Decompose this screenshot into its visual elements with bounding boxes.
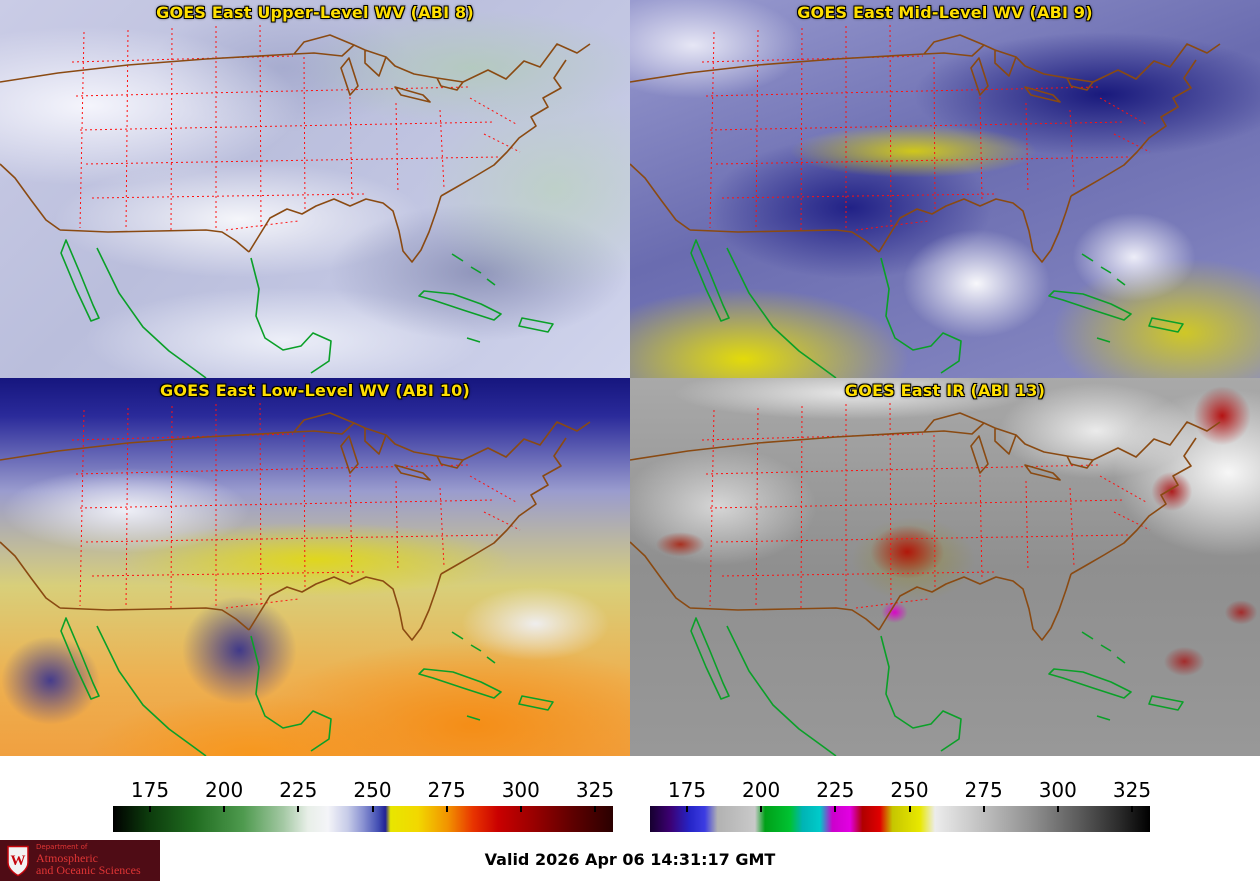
tick-label: 275 — [964, 778, 1003, 802]
tick-label: 225 — [816, 778, 855, 802]
tick-label: 250 — [890, 778, 929, 802]
tick-label: 325 — [575, 778, 615, 802]
uw-monogram: W — [11, 853, 26, 869]
wv-colorbar-tick-labels: 175 200 225 250 275 300 325 — [113, 756, 615, 806]
panel-title-low-wv: GOES East Low-Level WV (ABI 10) — [159, 381, 470, 400]
map-boundaries-overlay — [630, 402, 1221, 756]
colorbar-legend-row: 175 200 225 250 275 300 325 175 200 225 … — [0, 756, 1260, 840]
colorbar-tickmark — [686, 806, 688, 812]
tick-label: 325 — [1112, 778, 1152, 802]
footer: W Department of Atmospheric and Oceanic … — [0, 840, 1260, 881]
valid-time-label: Valid 2026 Apr 06 14:31:17 GMT — [484, 850, 776, 869]
panel-mid-level-wv: GOES East Mid-Level WV (ABI 9) — [630, 0, 1260, 378]
colorbar-tickmark — [834, 806, 837, 812]
map-boundaries-overlay — [0, 24, 591, 378]
uw-aos-logo: W Department of Atmospheric and Oceanic … — [0, 840, 160, 881]
colorbar-tickmark — [223, 806, 226, 812]
satellite-imagery-ir — [630, 378, 1260, 756]
panel-title-mid-wv: GOES East Mid-Level WV (ABI 9) — [797, 3, 1093, 22]
colorbar-tickmark — [445, 806, 448, 812]
satellite-imagery-low-wv — [0, 378, 630, 756]
logo-text: Department of Atmospheric and Oceanic Sc… — [36, 843, 141, 878]
panel-title-ir: GOES East IR (ABI 13) — [844, 381, 1046, 400]
panel-upper-level-wv: GOES East Upper-Level WV (ABI 8) — [0, 0, 630, 378]
logo-dept-prefix: Department of — [36, 843, 88, 852]
satellite-imagery-mid-wv — [630, 0, 1260, 378]
colorbar-tickmark — [371, 806, 374, 812]
colorbar-tickmark — [908, 806, 911, 812]
colorbar-tickmark — [594, 806, 596, 812]
panel-ir: GOES East IR (ABI 13) — [630, 378, 1260, 756]
tick-label: 200 — [205, 778, 244, 802]
map-boundaries-overlay — [0, 402, 591, 756]
wv-colorbar-block: 175 200 225 250 275 300 325 — [113, 756, 615, 840]
tick-label: 225 — [279, 778, 318, 802]
tick-label: 275 — [427, 778, 466, 802]
ir-colorbar-block: 175 200 225 250 275 300 325 — [650, 756, 1152, 840]
wv-colorbar — [113, 806, 613, 832]
tick-label: 175 — [130, 778, 170, 802]
colorbar-tickmark — [1131, 806, 1133, 812]
colorbar-tickmark — [149, 806, 151, 812]
uw-crest-icon: W — [7, 845, 29, 876]
map-boundaries-overlay — [630, 24, 1221, 378]
colorbar-tickmark — [760, 806, 763, 812]
quadpanel-grid: GOES East Upper-Level WV (ABI 8) GOES Ea… — [0, 0, 1260, 756]
logo-line2: and Oceanic Sciences — [36, 863, 141, 878]
colorbar-tickmark — [519, 806, 522, 812]
logo-line1: Atmospheric — [36, 850, 98, 865]
colorbar-tickmark — [1056, 806, 1059, 812]
tick-label: 200 — [742, 778, 781, 802]
ir-colorbar-tick-labels: 175 200 225 250 275 300 325 — [650, 756, 1152, 806]
tick-label: 250 — [353, 778, 392, 802]
panel-title-upper-wv: GOES East Upper-Level WV (ABI 8) — [156, 3, 474, 22]
tick-label: 300 — [501, 778, 540, 802]
satellite-imagery-upper-wv — [0, 0, 630, 378]
panel-low-level-wv: GOES East Low-Level WV (ABI 10) — [0, 378, 630, 756]
colorbar-tickmark — [982, 806, 985, 812]
colorbar-tickmark — [297, 806, 300, 812]
tick-label: 300 — [1038, 778, 1077, 802]
tick-label: 175 — [667, 778, 707, 802]
ir-colorbar — [650, 806, 1150, 832]
